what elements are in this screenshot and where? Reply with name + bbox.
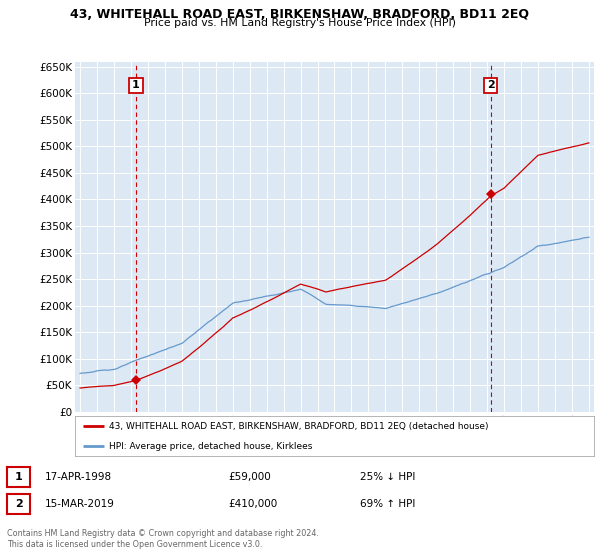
Text: 17-APR-1998: 17-APR-1998 xyxy=(45,472,112,482)
Text: £59,000: £59,000 xyxy=(228,472,271,482)
Text: Price paid vs. HM Land Registry's House Price Index (HPI): Price paid vs. HM Land Registry's House … xyxy=(144,18,456,28)
Text: 43, WHITEHALL ROAD EAST, BIRKENSHAW, BRADFORD, BD11 2EQ: 43, WHITEHALL ROAD EAST, BIRKENSHAW, BRA… xyxy=(71,8,530,21)
Text: Contains HM Land Registry data © Crown copyright and database right 2024.
This d: Contains HM Land Registry data © Crown c… xyxy=(7,529,319,549)
Text: 2: 2 xyxy=(15,499,22,509)
Text: £410,000: £410,000 xyxy=(228,499,277,509)
Text: 25% ↓ HPI: 25% ↓ HPI xyxy=(360,472,415,482)
Text: 69% ↑ HPI: 69% ↑ HPI xyxy=(360,499,415,509)
Text: HPI: Average price, detached house, Kirklees: HPI: Average price, detached house, Kirk… xyxy=(109,442,312,451)
Text: 1: 1 xyxy=(132,81,140,91)
Text: 15-MAR-2019: 15-MAR-2019 xyxy=(45,499,115,509)
Text: 43, WHITEHALL ROAD EAST, BIRKENSHAW, BRADFORD, BD11 2EQ (detached house): 43, WHITEHALL ROAD EAST, BIRKENSHAW, BRA… xyxy=(109,422,488,431)
Text: 2: 2 xyxy=(487,81,494,91)
Text: 1: 1 xyxy=(15,472,22,482)
